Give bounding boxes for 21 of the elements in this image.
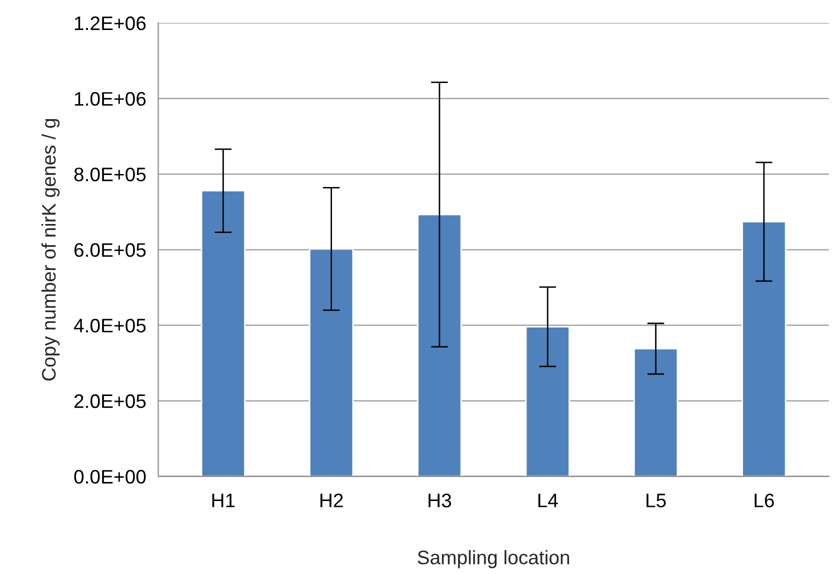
- y-tick-label: 2.0E+05: [74, 394, 146, 408]
- y-tick-label: 1.0E+06: [74, 92, 146, 106]
- y-axis-title: Copy number of nirK genes / g: [41, 119, 60, 381]
- y-tick-label: 8.0E+05: [74, 168, 146, 182]
- x-tick-label: L6: [754, 494, 774, 508]
- y-tick-label: 0.0E+00: [74, 470, 146, 484]
- y-tick-label: 1.2E+06: [74, 16, 146, 30]
- bar: [525, 326, 570, 476]
- bar: [200, 190, 246, 476]
- x-tick-label: H2: [320, 494, 343, 508]
- y-tick-label: 6.0E+05: [74, 243, 146, 257]
- bar: [742, 221, 786, 476]
- y-tick-label: 4.0E+05: [74, 318, 146, 333]
- x-tick-label: H1: [212, 494, 235, 508]
- bar: [633, 348, 678, 476]
- bar: [417, 214, 462, 476]
- x-tick-label: L4: [538, 494, 558, 508]
- x-axis-title: Sampling location: [418, 550, 570, 568]
- bar: [308, 248, 354, 476]
- x-tick-label: L5: [646, 494, 666, 508]
- x-tick-label: H3: [428, 494, 452, 508]
